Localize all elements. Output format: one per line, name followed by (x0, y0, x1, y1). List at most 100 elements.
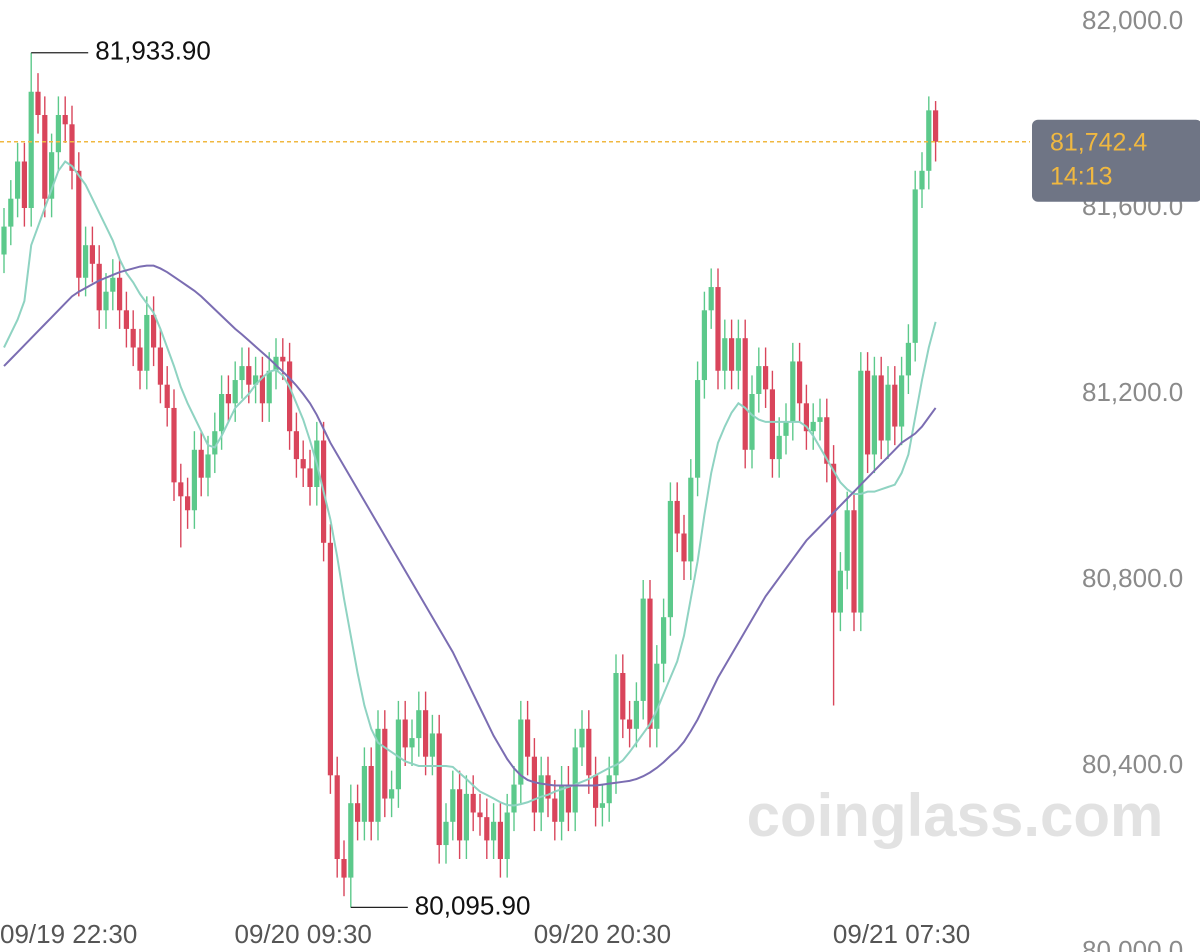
candle-body (749, 394, 755, 450)
y-tick-label: 81,200.0 (1082, 377, 1183, 407)
candle-body (613, 673, 619, 776)
ma-line (3, 264, 937, 787)
candle-body (606, 775, 612, 804)
candle-body (620, 673, 626, 720)
candle-body (42, 115, 48, 199)
candle-body (674, 500, 680, 534)
candle-body (69, 124, 75, 171)
candle-body (871, 375, 877, 455)
candle-body (219, 394, 225, 432)
candle-body (171, 407, 177, 483)
x-tick-label: 09/20 20:30 (534, 919, 671, 949)
candle-body (266, 370, 272, 404)
candle-body (545, 775, 551, 799)
candle-body (151, 314, 157, 348)
candle-body (912, 189, 918, 343)
candle-body (232, 380, 238, 404)
candle-body (627, 719, 633, 729)
candle-body (504, 812, 510, 859)
annotation-label: 80,095.90 (415, 890, 531, 920)
candle-body (844, 510, 850, 571)
y-tick-label: 80,400.0 (1082, 749, 1183, 779)
candle-body (837, 570, 843, 613)
candle-body (484, 817, 490, 841)
candle-body (824, 417, 830, 464)
candle-body (443, 821, 449, 846)
ma-line (3, 160, 937, 807)
candle-body (552, 798, 558, 822)
candle-body (769, 389, 775, 460)
candle-body (511, 784, 517, 813)
y-tick-label: 80,800.0 (1082, 563, 1183, 593)
candle-body (654, 663, 660, 729)
candle-body (334, 775, 340, 859)
candle-body (436, 733, 442, 846)
candle-body (851, 510, 857, 613)
candle-body (565, 784, 571, 813)
candle-body (491, 821, 497, 841)
candle-body (191, 449, 197, 511)
candle-body (933, 110, 939, 142)
candle-body (497, 821, 503, 859)
candle-body (708, 287, 714, 311)
candle-body (763, 366, 769, 390)
annotation-label: 81,933.90 (95, 36, 211, 66)
candle-body (21, 161, 27, 208)
candle-body (735, 338, 741, 371)
candle-body (803, 403, 809, 432)
candle-body (457, 789, 463, 841)
candle-body (96, 263, 102, 311)
candle-body (919, 170, 925, 190)
x-tick-label: 09/20 09:30 (235, 919, 372, 949)
candle-body (287, 361, 293, 432)
candle-body (531, 756, 537, 813)
candle-body (273, 356, 279, 371)
candle-body (205, 454, 211, 478)
candle-body (15, 161, 21, 199)
candle-body (831, 463, 837, 613)
candle-body (416, 710, 422, 739)
y-tick-label: 82,000.0 (1082, 5, 1183, 35)
candle-body (865, 370, 871, 455)
last-price-label: 81,742.4 (1050, 128, 1147, 156)
candle-body (518, 719, 524, 785)
candle-body (402, 719, 408, 748)
candle-body (892, 384, 898, 427)
candle-body (681, 533, 687, 562)
candle-body (103, 291, 109, 311)
candle-body (49, 152, 55, 199)
candle-body (695, 380, 701, 478)
candle-body (239, 366, 245, 381)
candle-body (55, 115, 61, 153)
candle-body (722, 338, 728, 371)
candle-body (123, 310, 129, 329)
candle-body (885, 384, 891, 441)
candle-body (477, 812, 483, 818)
candle-body (198, 449, 204, 478)
candle-body (538, 775, 544, 813)
candle-body (375, 728, 381, 822)
candle-body (355, 803, 361, 822)
candle-body (423, 710, 429, 757)
candle-body (470, 793, 476, 813)
candle-body (810, 421, 816, 432)
candle-body (280, 356, 286, 362)
candle-body (450, 789, 456, 822)
candle-body (817, 417, 823, 422)
candle-body (35, 91, 41, 115)
candle-body (899, 375, 905, 427)
candle-body (130, 328, 136, 348)
candle-body (8, 198, 14, 227)
candle-body (300, 459, 306, 469)
y-tick-label: 80,000.0 (1082, 935, 1183, 952)
candle-body (83, 245, 89, 278)
candle-body (409, 738, 415, 748)
candle-body (525, 719, 531, 757)
candle-body (661, 617, 667, 664)
candle-body (783, 421, 789, 436)
candle-body (647, 598, 653, 729)
candle-body (246, 366, 252, 385)
candle-body (633, 700, 639, 729)
